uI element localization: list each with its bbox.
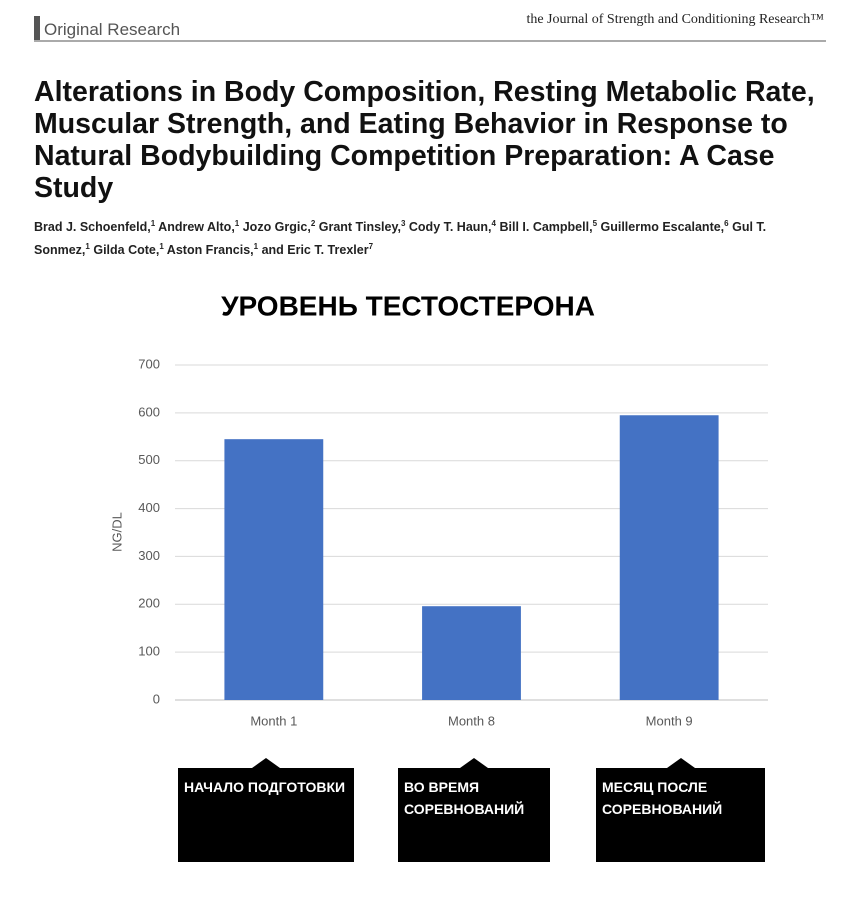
section-label: Original Research	[34, 16, 180, 40]
author-list: Brad J. Schoenfeld,1 Andrew Alto,1 Jozo …	[34, 214, 774, 260]
callout: ВО ВРЕМЯ СОРЕВНОВАНИЙ	[398, 758, 550, 862]
y-axis-label: NG/DL	[109, 512, 124, 552]
bar	[422, 606, 521, 700]
y-tick-label: 0	[153, 691, 160, 706]
affiliation: 1	[85, 242, 90, 252]
author-name: Guillermo Escalante,	[600, 220, 725, 235]
x-tick-label: Month 8	[448, 713, 495, 728]
author: Grant Tinsley,3	[318, 219, 406, 235]
affiliation: 4	[491, 219, 496, 228]
author: Gilda Cote,1	[93, 242, 164, 258]
author-name: Grant Tinsley,	[318, 220, 401, 235]
author: Guillermo Escalante,6	[600, 219, 729, 235]
author-name: Bill I. Campbell,	[499, 220, 593, 235]
affiliation: 5	[592, 219, 598, 228]
author-name: Gilda Cote,	[93, 243, 160, 258]
author-name: Jozo Grgic,	[242, 220, 311, 235]
x-tick-label: Month 1	[250, 713, 297, 728]
y-tick-label: 500	[138, 452, 160, 467]
bar	[224, 439, 324, 700]
author: Gul T. Sonmez,1	[34, 220, 766, 257]
header-rule	[34, 40, 826, 42]
y-tick-label: 300	[138, 548, 160, 563]
y-tick-label: 600	[138, 404, 160, 419]
y-tick-label: 700	[138, 356, 160, 371]
author-name: Cody T. Haun,	[408, 220, 492, 235]
paper-title: Alterations in Body Composition, Resting…	[34, 76, 815, 204]
author-name: and Eric T. Trexler	[261, 243, 369, 258]
author: and Eric T. Trexler7	[261, 242, 374, 258]
affiliation: 7	[368, 242, 374, 252]
author-name: Brad J. Schoenfeld,	[34, 220, 151, 235]
author-name: Andrew Alto,	[158, 220, 235, 235]
author: Andrew Alto,1	[158, 219, 240, 235]
chart-title: УРОВЕНЬ ТЕСТОСТЕРОНА	[221, 290, 595, 321]
affiliation: 3	[400, 219, 406, 228]
affiliation: 1	[253, 242, 259, 252]
y-tick-label: 400	[138, 500, 160, 515]
author: Brad J. Schoenfeld,1	[34, 219, 156, 235]
author-name: Aston Francis,	[166, 243, 254, 258]
author: Bill I. Campbell,5	[499, 219, 598, 235]
y-tick-label: 100	[138, 644, 160, 659]
affiliation: 1	[234, 219, 240, 228]
journal-name: the Journal of Strength and Conditioning…	[526, 12, 824, 27]
y-tick-label: 200	[138, 596, 160, 611]
author-name: Gul T. Sonmez,	[34, 220, 767, 258]
author: Cody T. Haun,4	[408, 219, 496, 235]
affiliation: 1	[159, 242, 164, 252]
author: Aston Francis,1	[166, 242, 259, 258]
affiliation: 6	[724, 219, 729, 228]
affiliation: 2	[310, 219, 316, 228]
affiliation: 1	[150, 219, 156, 228]
callout: МЕСЯЦ ПОСЛЕ СОРЕВНОВАНИЙ	[596, 758, 765, 862]
callout: НАЧАЛО ПОДГОТОВКИ	[178, 758, 354, 862]
x-tick-label: Month 9	[646, 713, 693, 728]
author: Jozo Grgic,2	[242, 219, 316, 235]
bar	[619, 415, 719, 700]
